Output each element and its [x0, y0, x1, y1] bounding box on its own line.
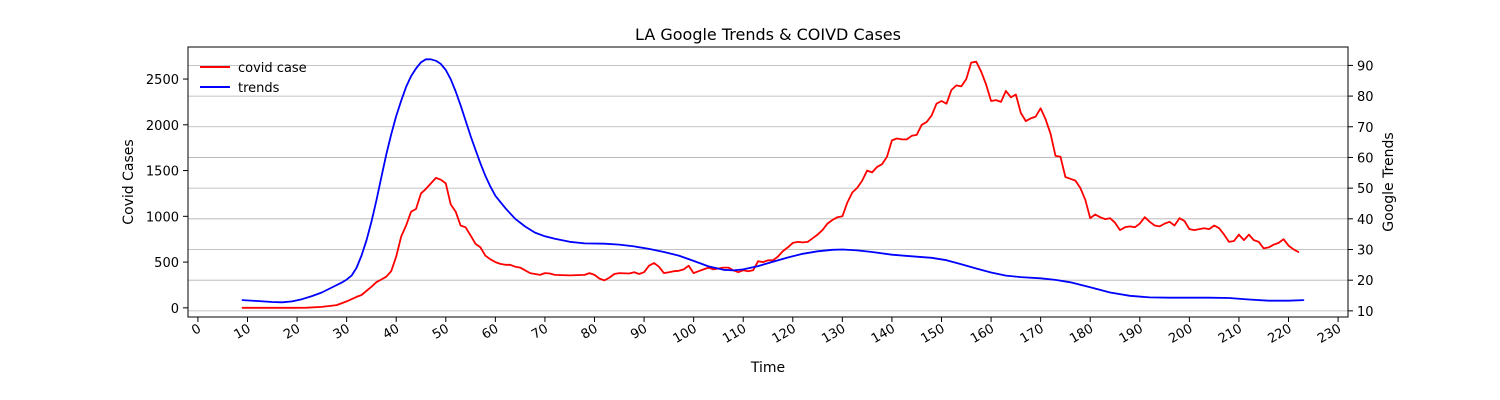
series-line-trends	[241, 58, 1305, 304]
y-axis-right-label: Google Trends	[1381, 132, 1397, 231]
series-line-covid-case	[241, 60, 1300, 309]
x-tick-label-4: 40	[380, 321, 402, 342]
chart-title: LA Google Trends & COIVD Cases	[635, 25, 901, 44]
y-right-tick-label-5: 60	[1357, 151, 1374, 166]
x-tick-label-16: 160	[968, 321, 997, 346]
y-right-tick-label-8: 90	[1357, 59, 1374, 74]
y-left-tick-label-4: 2000	[146, 119, 179, 134]
x-tick-label-18: 180	[1067, 321, 1096, 346]
y-axis-right: 10 20 30 40 50 60 70 80 90	[1348, 59, 1374, 320]
x-tick-label-11: 110	[720, 321, 749, 346]
y-right-tick-label-6: 70	[1357, 121, 1374, 136]
y-axis-left-label: Covid Cases	[121, 139, 137, 224]
x-tick-label-12: 120	[770, 321, 799, 346]
legend: covid case trends	[200, 61, 307, 96]
y-left-tick-label-3: 1500	[146, 165, 179, 180]
x-axis-label: Time	[750, 360, 785, 376]
x-tick-label-19: 190	[1117, 321, 1146, 346]
y-right-tick-label-7: 80	[1357, 90, 1374, 105]
y-right-tick-label-3: 40	[1357, 213, 1374, 228]
y-left-tick-label-5: 2500	[146, 73, 179, 88]
x-tick-label-14: 140	[869, 321, 898, 346]
y-right-tick-label-1: 20	[1357, 274, 1374, 289]
legend-label-covid-case: covid case	[238, 61, 307, 76]
y-right-tick-label-0: 10	[1357, 305, 1374, 320]
x-tick-label-22: 220	[1266, 321, 1295, 346]
x-tick-label-2: 20	[281, 321, 303, 342]
x-tick-label-23: 230	[1315, 321, 1344, 346]
x-tick-label-21: 210	[1216, 321, 1245, 346]
y-axis-left: 0 500 1000 1500 2000 2500	[146, 73, 188, 317]
x-tick-label-8: 80	[579, 321, 601, 342]
x-axis: 0 10 20 30 40 50 60 70 80 90 100 110 120 130 140 150 160…	[189, 317, 1344, 347]
x-tick-label-10: 100	[671, 321, 700, 346]
plot-frame	[187, 46, 1349, 318]
y-right-tick-label-4: 50	[1357, 182, 1374, 197]
y-right-tick-label-2: 30	[1357, 244, 1374, 259]
x-tick-label-5: 50	[430, 321, 452, 342]
x-tick-label-7: 70	[529, 321, 551, 342]
x-tick-label-13: 130	[819, 321, 848, 346]
x-tick-label-0: 0	[189, 321, 204, 338]
y-left-tick-label-2: 1000	[146, 210, 179, 225]
y-left-tick-label-1: 500	[154, 256, 179, 271]
grid-layer	[188, 65, 1348, 312]
legend-label-trends: trends	[238, 81, 280, 96]
x-tick-label-1: 10	[232, 321, 254, 342]
x-tick-label-9: 90	[628, 321, 650, 342]
x-tick-label-15: 150	[919, 321, 948, 346]
x-tick-label-6: 60	[480, 321, 502, 342]
x-tick-label-17: 170	[1018, 321, 1047, 346]
x-tick-label-3: 30	[331, 321, 353, 342]
x-tick-label-20: 200	[1166, 321, 1195, 346]
y-left-tick-label-0: 0	[171, 302, 179, 317]
series-layer	[241, 58, 1305, 309]
